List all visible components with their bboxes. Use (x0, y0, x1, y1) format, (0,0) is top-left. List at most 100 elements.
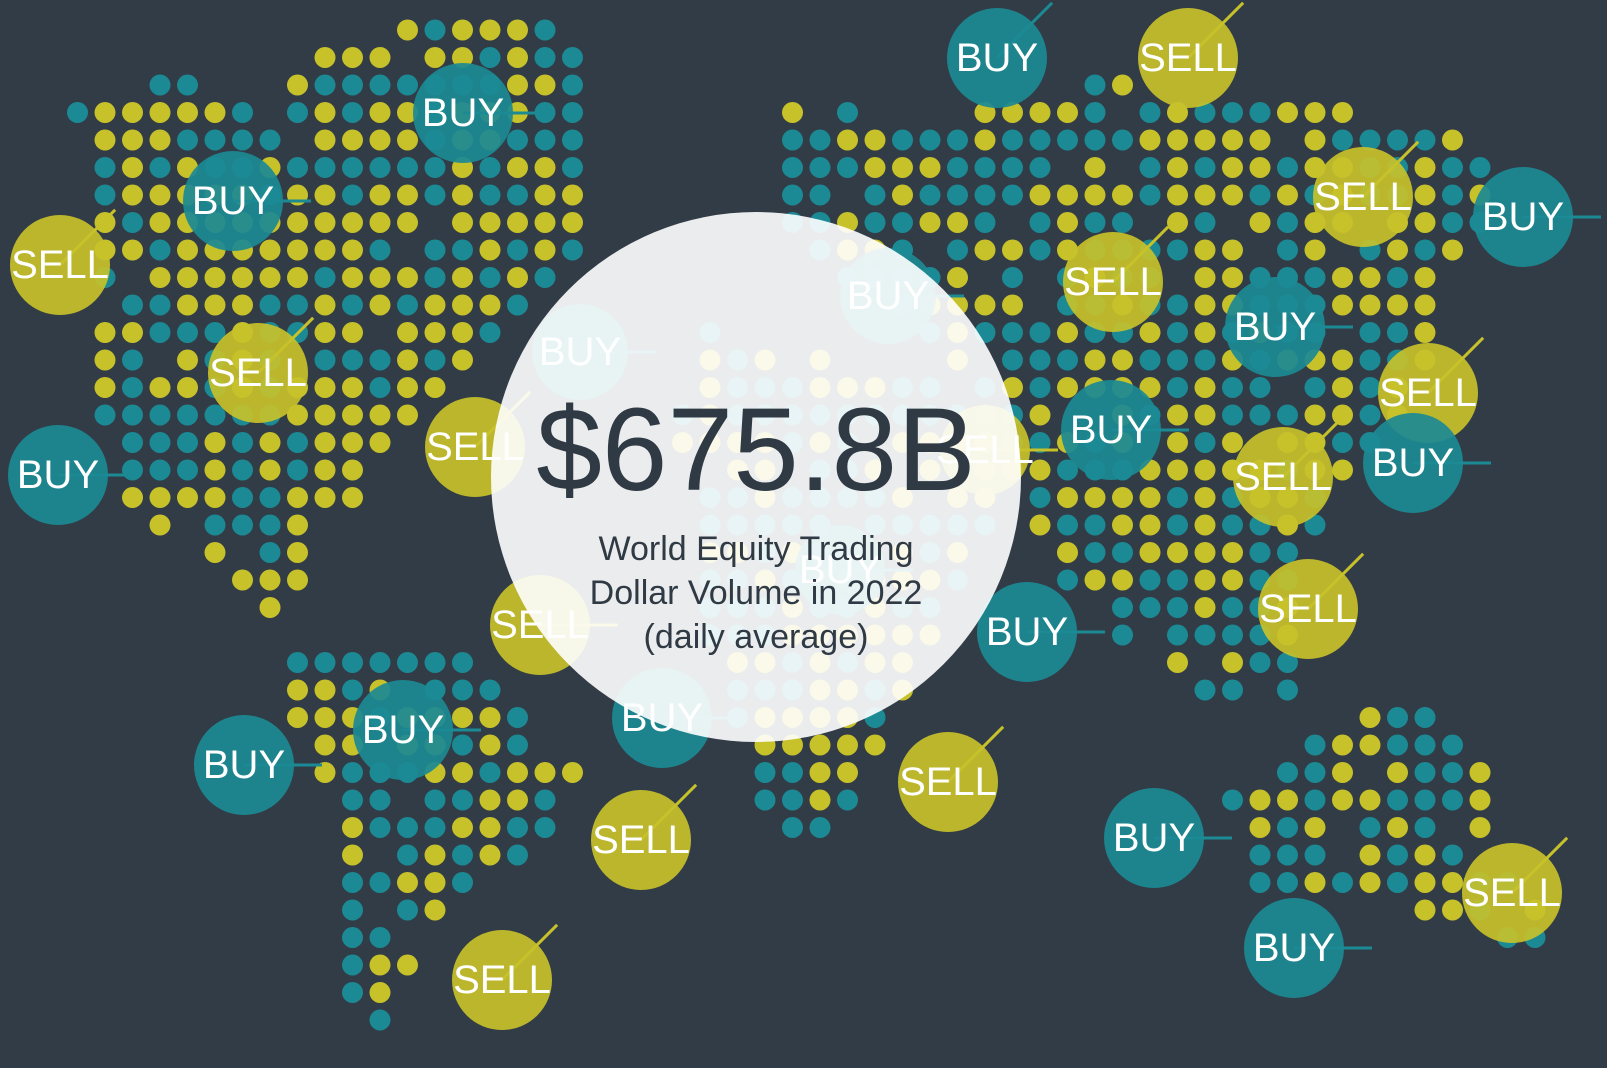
map-dot (397, 267, 418, 288)
map-dot (1414, 762, 1436, 783)
map-dot (424, 322, 446, 343)
bubble (977, 582, 1077, 682)
map-dot (1029, 349, 1051, 371)
map-dot (1359, 789, 1381, 811)
map-dot (287, 569, 308, 591)
map-dot (534, 817, 556, 838)
map-dot (1277, 872, 1298, 893)
map-dot (177, 322, 198, 343)
map-dot (1194, 459, 1216, 481)
map-dot (1167, 542, 1188, 563)
map-dot (397, 212, 418, 233)
bubble-label: SELL (11, 243, 109, 287)
map-dot (809, 762, 831, 783)
map-dot (1442, 734, 1463, 756)
map-dot (452, 239, 473, 261)
map-dot (1194, 184, 1216, 206)
map-dot (1359, 734, 1381, 756)
map-dot (507, 707, 528, 728)
map-dot (1304, 734, 1326, 756)
map-dot (974, 129, 996, 151)
map-dot (314, 322, 336, 343)
map-dot (782, 817, 803, 838)
map-dot (1112, 184, 1133, 206)
map-dot (1029, 239, 1051, 261)
map-dot (1442, 184, 1463, 206)
map-dot (1442, 212, 1463, 233)
map-dot (1222, 597, 1243, 618)
map-dot (342, 294, 363, 316)
map-dot (1139, 102, 1161, 123)
map-dot (149, 212, 171, 233)
map-dot (287, 679, 308, 701)
map-dot (1304, 789, 1326, 811)
headline-line: (daily average) (644, 618, 869, 656)
map-dot (837, 762, 858, 783)
map-dot (397, 129, 418, 151)
map-dot (1139, 157, 1161, 178)
map-dot (1057, 349, 1078, 371)
map-dot (204, 542, 226, 563)
map-dot (1167, 597, 1188, 618)
map-dot (1057, 212, 1078, 233)
map-dot (1167, 624, 1188, 646)
map-dot (1222, 624, 1243, 646)
map-dot (1442, 762, 1463, 783)
map-dot (287, 542, 308, 563)
map-dot (1029, 432, 1051, 453)
map-dot (1029, 102, 1051, 123)
map-dot (562, 239, 583, 261)
map-dot (947, 267, 968, 288)
map-dot (342, 954, 363, 976)
map-dot (1112, 487, 1133, 508)
map-dot (1112, 569, 1133, 591)
map-dot (177, 267, 198, 288)
map-dot (1029, 404, 1051, 426)
map-dot (424, 239, 446, 261)
map-dot (1222, 432, 1243, 453)
map-dot (1029, 514, 1051, 536)
map-dot (1359, 872, 1381, 893)
map-dot (452, 294, 473, 316)
map-dot (1084, 569, 1106, 591)
map-dot (314, 184, 336, 206)
map-dot (974, 239, 996, 261)
map-dot (287, 459, 308, 481)
map-dot (94, 212, 116, 233)
bubble-label: BUY (986, 610, 1068, 654)
map-dot (1387, 872, 1408, 893)
map-dot (314, 679, 336, 701)
map-dot (809, 184, 831, 206)
map-dot (1277, 844, 1298, 866)
map-dot (562, 212, 583, 233)
map-dot (1167, 349, 1188, 371)
bubble (1138, 8, 1238, 108)
map-dot (1304, 377, 1326, 398)
map-dot (424, 294, 446, 316)
map-dot (1194, 624, 1216, 646)
map-dot (424, 267, 446, 288)
map-dot (397, 404, 418, 426)
map-dot (287, 707, 308, 728)
map-dot (562, 47, 583, 68)
map-dot (1029, 184, 1051, 206)
map-dot (1277, 679, 1298, 701)
map-dot (1112, 624, 1133, 646)
bubble (1061, 380, 1161, 480)
map-dot (1029, 322, 1051, 343)
map-dot (1139, 129, 1161, 151)
map-dot (342, 899, 363, 921)
map-dot (1249, 652, 1271, 673)
map-dot (1332, 789, 1353, 811)
map-dot (1387, 707, 1408, 728)
bubble (353, 680, 453, 780)
map-dot (287, 74, 308, 96)
map-dot (149, 267, 171, 288)
map-dot (1057, 569, 1078, 591)
bubble-label: BUY (422, 91, 504, 135)
map-dot (1167, 377, 1188, 398)
map-dot (342, 267, 363, 288)
map-dot (534, 267, 556, 288)
map-dot (94, 322, 116, 343)
map-dot (1277, 762, 1298, 783)
